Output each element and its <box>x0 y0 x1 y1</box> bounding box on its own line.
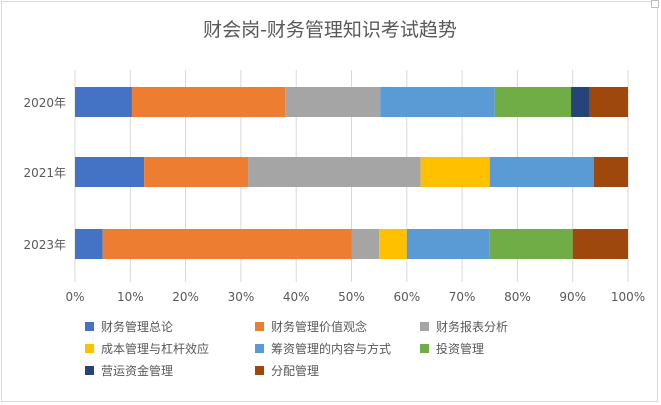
legend-swatch <box>255 344 264 353</box>
legend-swatch <box>85 344 94 353</box>
x-tick-label: 60% <box>393 290 420 304</box>
x-tick-label: 0% <box>65 290 84 304</box>
x-tick-label: 90% <box>559 290 586 304</box>
category-label: 2023年 <box>23 238 66 252</box>
x-tick-label: 100% <box>611 290 645 304</box>
legend-swatch <box>420 322 429 331</box>
bar-segment[interactable] <box>489 157 594 187</box>
legend-label: 成本管理与杠杆效应 <box>101 341 209 356</box>
legend-label: 财务管理总论 <box>101 319 173 334</box>
legend-label: 分配管理 <box>271 363 319 378</box>
legend-swatch <box>255 322 264 331</box>
x-tick-label: 30% <box>228 290 255 304</box>
axes: 0% 10% 20% 30% 40% 50% 60% 70% 80% 90% 100% 2020年 20… <box>23 96 645 304</box>
legend-label: 财务报表分析 <box>436 319 508 334</box>
bar-segment[interactable] <box>494 87 572 117</box>
bar-segment[interactable] <box>75 87 132 117</box>
x-tick-label: 80% <box>504 290 531 304</box>
x-tick-label: 10% <box>117 290 144 304</box>
bar-segment[interactable] <box>144 157 249 187</box>
bar-segment[interactable] <box>380 87 495 117</box>
category-label: 2021年 <box>23 166 66 180</box>
legend-label: 投资管理 <box>436 341 484 356</box>
bar-segment[interactable] <box>420 157 490 187</box>
x-tick-label: 20% <box>172 290 199 304</box>
bar-segment[interactable] <box>379 229 407 259</box>
bar-segment[interactable] <box>571 87 590 117</box>
category-label: 2020年 <box>23 96 66 110</box>
bar-segment[interactable] <box>593 157 628 187</box>
bars <box>75 87 628 259</box>
bar-segment[interactable] <box>406 229 490 259</box>
bar-segment[interactable] <box>589 87 628 117</box>
top-right-handle[interactable] <box>651 0 659 8</box>
legend-label: 筹资管理的内容与方式 <box>271 341 391 356</box>
legend-swatch <box>255 366 264 375</box>
bar-segment[interactable] <box>75 229 103 259</box>
bar-segment[interactable] <box>285 87 381 117</box>
x-tick-label: 50% <box>338 290 365 304</box>
bar-segment[interactable] <box>131 87 286 117</box>
bar-segment[interactable] <box>248 157 421 187</box>
x-tick-label: 40% <box>283 290 310 304</box>
legend-swatch <box>85 366 94 375</box>
legend-label: 营运资金管理 <box>101 363 173 378</box>
legend-label: 财务管理价值观念 <box>271 319 367 334</box>
bar-segment[interactable] <box>75 157 145 187</box>
chart-title: 财会岗-财务管理知识考试趋势 <box>203 19 457 41</box>
bar-segment[interactable] <box>351 229 380 259</box>
bar-segment[interactable] <box>572 229 628 259</box>
legend-swatch <box>420 344 429 353</box>
x-tick-label: 70% <box>449 290 476 304</box>
bar-segment[interactable] <box>489 229 573 259</box>
bar-segment[interactable] <box>102 229 352 259</box>
legend-swatch <box>85 322 94 331</box>
